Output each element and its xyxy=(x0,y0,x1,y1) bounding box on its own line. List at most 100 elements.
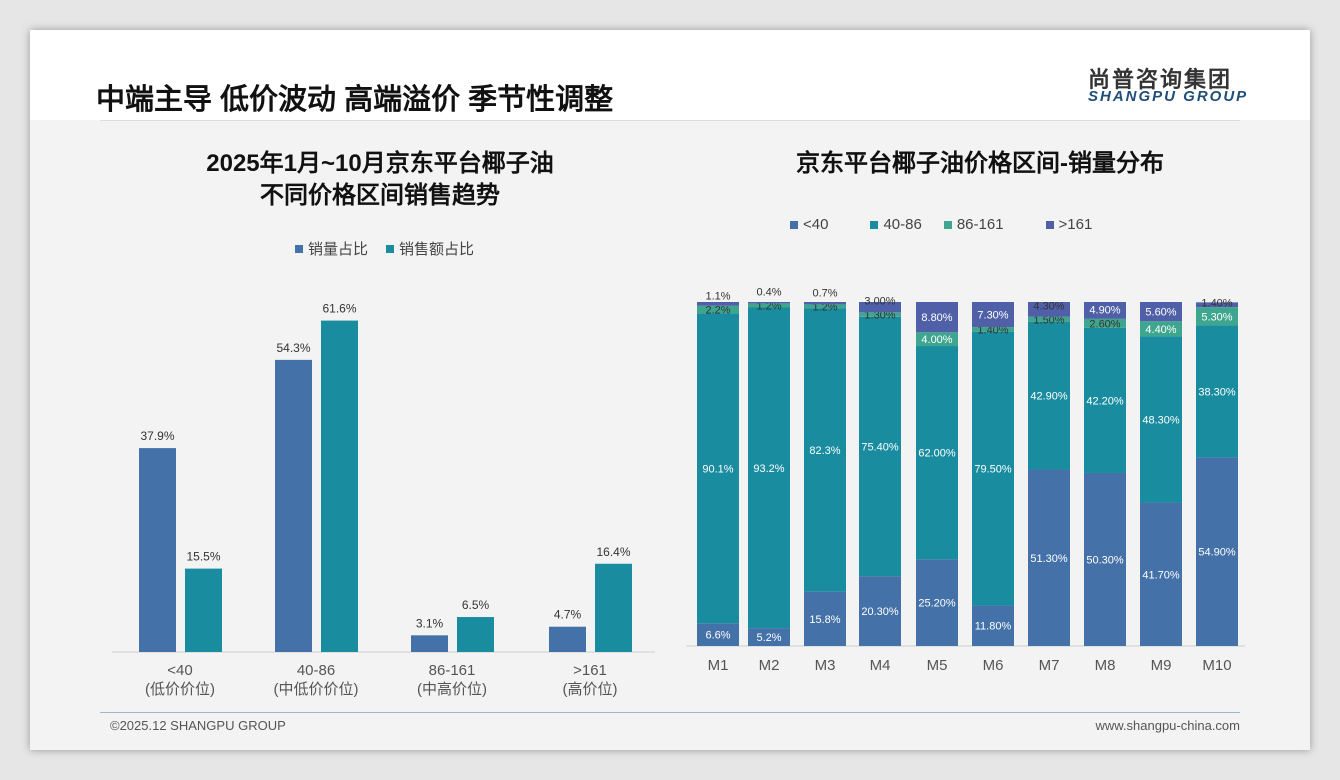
legend-item: <40 xyxy=(790,216,828,233)
legend-label: 40-86 xyxy=(883,216,922,233)
segment-label: 5.30% xyxy=(1201,311,1232,323)
page-title: 中端主导 低价波动 高端溢价 季节性调整 xyxy=(96,84,614,116)
segment-label: 1.2% xyxy=(812,301,837,313)
stacked-segment-0 xyxy=(1196,457,1238,646)
stacked-segment-1 xyxy=(859,316,901,577)
data-label: 4.7% xyxy=(554,608,582,622)
stacked-segment-1 xyxy=(697,313,739,624)
segment-label: 5.60% xyxy=(1145,307,1176,319)
stacked-segment-3 xyxy=(972,302,1014,328)
segment-label: 48.30% xyxy=(1142,414,1180,426)
stacked-segment-0 xyxy=(1028,469,1070,646)
segment-label: 1.2% xyxy=(756,300,781,312)
legend-swatch xyxy=(943,220,952,229)
segment-label: 54.90% xyxy=(1198,547,1236,559)
footer-divider xyxy=(100,712,1240,713)
header-band xyxy=(30,30,1310,120)
stacked-segment-3 xyxy=(1028,302,1070,317)
x-tick-label: <40 xyxy=(167,662,192,679)
segment-label: 0.7% xyxy=(812,287,837,299)
segment-label: 4.90% xyxy=(1089,304,1120,316)
stacked-segment-3 xyxy=(1084,302,1126,319)
segment-label: 6.6% xyxy=(705,630,730,642)
x-tick-label: 40-86 xyxy=(297,662,335,679)
footer-website: www.shangpu-china.com xyxy=(1095,718,1240,733)
footer-copyright: ©2025.12 SHANGPU GROUP xyxy=(110,718,286,733)
title-line-2: 不同价格区间销售趋势 xyxy=(260,182,500,209)
x-tick-label: 86-161 xyxy=(429,662,476,679)
bar-volume xyxy=(549,626,586,652)
x-tick-label: M9 xyxy=(1151,657,1172,674)
segment-label: 5.2% xyxy=(756,632,781,644)
x-tick-label: M2 xyxy=(759,657,780,674)
segment-label: 15.8% xyxy=(809,614,840,626)
segment-label: 1.50% xyxy=(1033,314,1064,326)
segment-label: 93.2% xyxy=(753,463,784,475)
stacked-segment-2 xyxy=(916,332,958,347)
segment-label: 42.90% xyxy=(1030,391,1068,403)
stacked-segment-3 xyxy=(1196,302,1238,308)
title-line-1: 2025年1月~10月京东平台椰子油 xyxy=(206,150,554,177)
segment-label: 8.80% xyxy=(921,312,952,324)
bar-volume xyxy=(275,359,312,652)
bar-sales xyxy=(595,563,632,652)
data-label: 3.1% xyxy=(416,616,444,630)
segment-label: 79.50% xyxy=(974,464,1012,476)
x-tick-label: M1 xyxy=(708,657,729,674)
stacked-segment-0 xyxy=(916,559,958,646)
segment-label: 25.20% xyxy=(918,598,956,610)
data-label: 6.5% xyxy=(462,598,490,612)
segment-label: 75.40% xyxy=(861,441,899,453)
stacked-segment-3 xyxy=(916,302,958,333)
legend-item: 86-161 xyxy=(943,216,1004,233)
stacked-segment-1 xyxy=(748,307,790,629)
x-tick-label: M5 xyxy=(927,657,948,674)
legend-item: 销售额占比 xyxy=(386,238,474,259)
stacked-segment-1 xyxy=(1196,325,1238,458)
segment-label: 0.4% xyxy=(756,286,781,298)
legend-swatch xyxy=(295,244,303,253)
stacked-segment-1 xyxy=(804,308,846,592)
logo-chinese: 尚普咨询集团 xyxy=(1088,67,1233,92)
data-label: 54.3% xyxy=(276,341,310,355)
stacked-segment-1 xyxy=(1084,327,1126,473)
segment-label: 4.40% xyxy=(1145,324,1176,336)
stacked-segment-0 xyxy=(859,576,901,646)
stacked-segment-0 xyxy=(972,605,1014,646)
left-chart-title: 2025年1月~10月京东平台椰子油 不同价格区间销售趋势 xyxy=(130,148,630,212)
segment-label: 62.00% xyxy=(918,448,956,460)
legend-label: >161 xyxy=(1058,216,1093,233)
data-label: 61.6% xyxy=(322,302,356,316)
segment-label: 3.00% xyxy=(864,296,895,308)
legend-item: >161 xyxy=(1045,216,1093,233)
x-tick-sublabel: (中高价位) xyxy=(417,681,487,698)
stacked-segment-2 xyxy=(859,312,901,317)
bar-volume xyxy=(411,635,448,652)
legend-swatch xyxy=(790,220,798,229)
stacked-segment-3 xyxy=(748,302,790,304)
legend-label: <40 xyxy=(803,216,829,233)
segment-label: 50.30% xyxy=(1086,554,1124,566)
bar-volume xyxy=(139,448,176,652)
legend-label: 销量占比 xyxy=(308,241,369,258)
stacked-segment-0 xyxy=(1140,502,1182,646)
x-tick-label: M8 xyxy=(1095,657,1116,674)
segment-label: 4.30% xyxy=(1033,300,1064,312)
legend-label: 86-161 xyxy=(956,216,1004,233)
segment-label: 38.30% xyxy=(1198,386,1236,398)
stacked-segment-3 xyxy=(804,302,846,305)
segment-label: 41.70% xyxy=(1142,569,1180,581)
stacked-segment-1 xyxy=(1028,321,1070,470)
stacked-segment-2 xyxy=(1140,321,1182,337)
segment-label: 51.30% xyxy=(1030,553,1068,565)
segment-label: 2.60% xyxy=(1089,318,1120,330)
x-tick-label: M10 xyxy=(1202,657,1231,674)
stacked-segment-2 xyxy=(697,305,739,314)
segment-label: 1.1% xyxy=(705,291,730,303)
segment-label: 7.30% xyxy=(977,310,1008,322)
logo-english: SHANGPU GROUP xyxy=(1088,88,1249,105)
stacked-segment-2 xyxy=(1084,318,1126,328)
stacked-segment-2 xyxy=(804,304,846,309)
right-chart-legend: <40 40-86 86-161 >161 xyxy=(790,216,1110,233)
